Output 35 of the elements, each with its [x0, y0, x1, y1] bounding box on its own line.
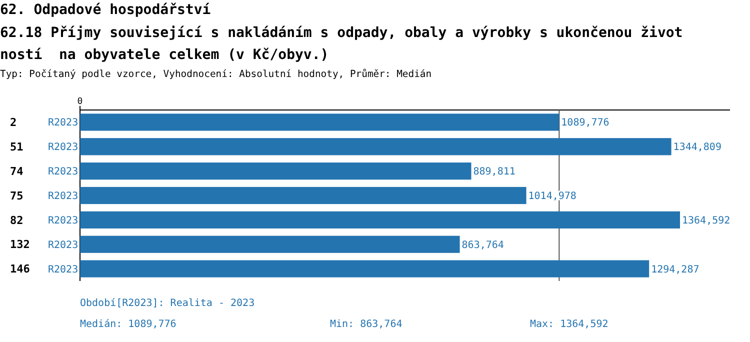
chart-title: 62. Odpadové hospodářství — [0, 2, 211, 18]
text: R2023 — [48, 264, 78, 276]
text: Max: 1364,592 — [530, 319, 608, 330]
text: Min: 863,764 — [330, 319, 402, 330]
text: 889,811 — [473, 166, 516, 178]
y-tick-label: 51 — [10, 140, 24, 154]
bar — [80, 236, 460, 253]
text: 863,764 — [462, 240, 504, 251]
bar — [80, 162, 472, 180]
bar — [80, 211, 680, 228]
y-tick-label: 82 — [10, 214, 24, 227]
y-tick-label: 132 — [10, 238, 30, 252]
y-tick-label: 74 — [10, 164, 24, 178]
text: R2023 — [48, 240, 78, 251]
chart-subtitle: 62.18 Příjmy související s nakládáním s odpady, obaly a výrobky s ukončenou životností na obyvatele celkem (v Kč/obyv.) — [0, 25, 683, 63]
series-label: R2023 — [48, 118, 78, 129]
bar — [80, 260, 650, 278]
bar — [80, 138, 672, 156]
y-tick-label: 146 — [10, 262, 30, 276]
text: 1364,592 — [682, 215, 730, 226]
y-tick-label: 2 — [10, 116, 17, 130]
y-tick-label: 75 — [10, 189, 24, 202]
bar — [80, 114, 560, 131]
text: R2023 — [48, 215, 78, 226]
text: R2023 — [48, 142, 78, 154]
text: Typ: Počítaný podle vzorce, Vyhodnocení: Absolutní hodnoty, Průměr: Medián — [0, 68, 432, 80]
text: Medián: 1089,776 — [80, 319, 176, 330]
text: 1294,287 — [651, 264, 700, 276]
text: Období[R2023]: Realita - 2023 — [80, 298, 255, 309]
text: 1089,776 — [561, 118, 610, 129]
text: 0 — [77, 97, 83, 107]
text: 1344,809 — [673, 142, 722, 154]
bar — [80, 186, 526, 204]
text: R2023 — [48, 191, 78, 202]
text: R2023 — [48, 166, 78, 178]
